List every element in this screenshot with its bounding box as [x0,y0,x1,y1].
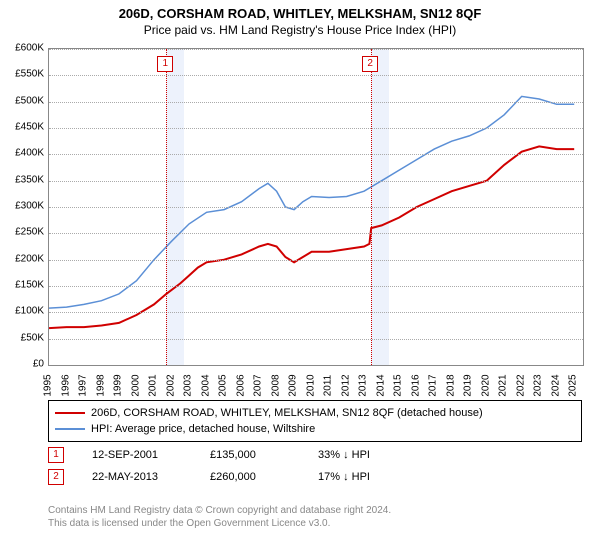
y-tick-label: £50K [0,332,44,343]
x-tick-label: 2003 [183,374,194,396]
x-tick-label: 2014 [375,374,386,396]
legend-label: 206D, CORSHAM ROAD, WHITLEY, MELKSHAM, S… [91,407,483,419]
gridline [49,181,583,182]
x-tick-label: 2025 [568,374,579,396]
sale-marker-icon: 2 [48,469,64,485]
gridline [49,207,583,208]
x-tick-label: 2010 [305,374,316,396]
legend-item: 206D, CORSHAM ROAD, WHITLEY, MELKSHAM, S… [55,405,575,421]
x-tick-label: 2005 [218,374,229,396]
sale-price: £135,000 [210,449,290,461]
gridline [49,154,583,155]
x-tick-label: 2020 [480,374,491,396]
sale-marker-box: 2 [362,56,378,72]
gridline [49,286,583,287]
x-tick-label: 1999 [113,374,124,396]
sale-marker-icon: 1 [48,447,64,463]
x-tick-label: 2021 [498,374,509,396]
series-price_paid [49,146,574,328]
y-tick-label: £0 [0,359,44,370]
footer-line-2: This data is licensed under the Open Gov… [48,517,391,530]
sales-table: 1 12-SEP-2001 £135,000 33% ↓ HPI 2 22-MAY-201… [48,444,370,488]
x-tick-label: 2009 [288,374,299,396]
sale-row: 1 12-SEP-2001 £135,000 33% ↓ HPI [48,444,370,466]
chart-subtitle: Price paid vs. HM Land Registry's House … [0,23,600,37]
sale-delta: 17% ↓ HPI [318,471,370,483]
title-block: 206D, CORSHAM ROAD, WHITLEY, MELKSHAM, S… [0,0,600,37]
y-tick-label: £550K [0,69,44,80]
footer-line-1: Contains HM Land Registry data © Crown c… [48,504,391,517]
sale-date: 12-SEP-2001 [92,449,182,461]
sale-delta: 33% ↓ HPI [318,449,370,461]
x-tick-label: 2017 [428,374,439,396]
y-tick-label: £150K [0,280,44,291]
sale-marker-line [371,49,372,365]
gridline [49,49,583,50]
x-tick-label: 2011 [323,375,334,397]
gridline [49,128,583,129]
sale-price: £260,000 [210,471,290,483]
x-tick-label: 2012 [340,374,351,396]
x-tick-label: 2013 [358,374,369,396]
footer-attribution: Contains HM Land Registry data © Crown c… [48,504,391,530]
legend-item: HPI: Average price, detached house, Wilt… [55,421,575,437]
legend-swatch [55,412,85,414]
legend: 206D, CORSHAM ROAD, WHITLEY, MELKSHAM, S… [48,400,582,442]
y-tick-label: £400K [0,148,44,159]
y-tick-label: £100K [0,306,44,317]
x-tick-label: 2023 [533,374,544,396]
chart-title: 206D, CORSHAM ROAD, WHITLEY, MELKSHAM, S… [0,6,600,21]
x-tick-label: 2024 [550,374,561,396]
gridline [49,75,583,76]
sale-marker-box: 1 [157,56,173,72]
gridline [49,260,583,261]
legend-swatch [55,428,85,430]
x-tick-label: 2000 [130,374,141,396]
legend-label: HPI: Average price, detached house, Wilt… [91,423,315,435]
sale-marker-line [166,49,167,365]
y-tick-label: £250K [0,227,44,238]
gridline [49,339,583,340]
x-tick-label: 2001 [148,374,159,396]
y-tick-label: £200K [0,253,44,264]
x-tick-label: 2002 [165,374,176,396]
x-tick-label: 2022 [515,374,526,396]
x-tick-label: 1997 [78,374,89,396]
x-tick-label: 2006 [235,374,246,396]
x-tick-label: 1996 [60,374,71,396]
gridline [49,233,583,234]
sale-row: 2 22-MAY-2013 £260,000 17% ↓ HPI [48,466,370,488]
y-tick-label: £300K [0,201,44,212]
chart-container: 206D, CORSHAM ROAD, WHITLEY, MELKSHAM, S… [0,0,600,560]
y-tick-label: £600K [0,43,44,54]
x-tick-label: 1998 [95,374,106,396]
y-tick-label: £350K [0,174,44,185]
x-tick-label: 2016 [410,374,421,396]
sale-date: 22-MAY-2013 [92,471,182,483]
y-tick-label: £450K [0,122,44,133]
x-tick-label: 2004 [200,374,211,396]
x-tick-label: 2015 [393,374,404,396]
x-tick-label: 1995 [43,374,54,396]
x-tick-label: 2018 [445,374,456,396]
plot-area [48,48,584,366]
gridline [49,312,583,313]
gridline [49,102,583,103]
x-tick-label: 2019 [463,374,474,396]
x-tick-label: 2008 [270,374,281,396]
y-tick-label: £500K [0,95,44,106]
x-tick-label: 2007 [253,374,264,396]
